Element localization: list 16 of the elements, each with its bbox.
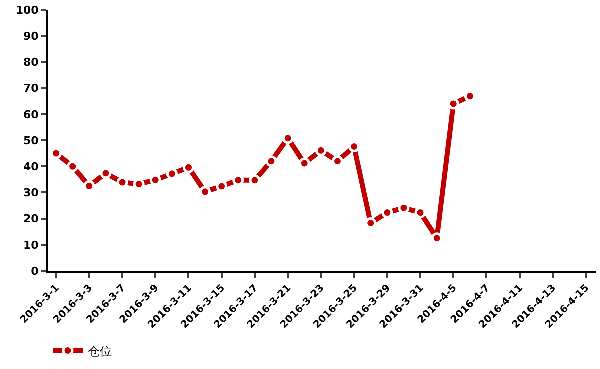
- point: [67, 160, 79, 172]
- point: [282, 132, 294, 144]
- y-tick-label: 80: [23, 56, 40, 70]
- point: [266, 156, 278, 168]
- y-tick-label: 10: [23, 238, 40, 252]
- y-tick-label: 90: [23, 30, 40, 43]
- point: [166, 168, 178, 180]
- y-tick-label: 0: [31, 264, 40, 278]
- y-tick-label: 40: [23, 160, 40, 174]
- y-tick-label: 70: [23, 82, 40, 96]
- legend-label: 仓位: [88, 344, 112, 358]
- y-tick-label: 100: [16, 4, 40, 17]
- y-tick-label: 20: [23, 212, 40, 226]
- y-tick-label: 50: [23, 134, 40, 148]
- y-tick-label: 30: [23, 186, 40, 200]
- y-tick-label: 60: [23, 108, 40, 122]
